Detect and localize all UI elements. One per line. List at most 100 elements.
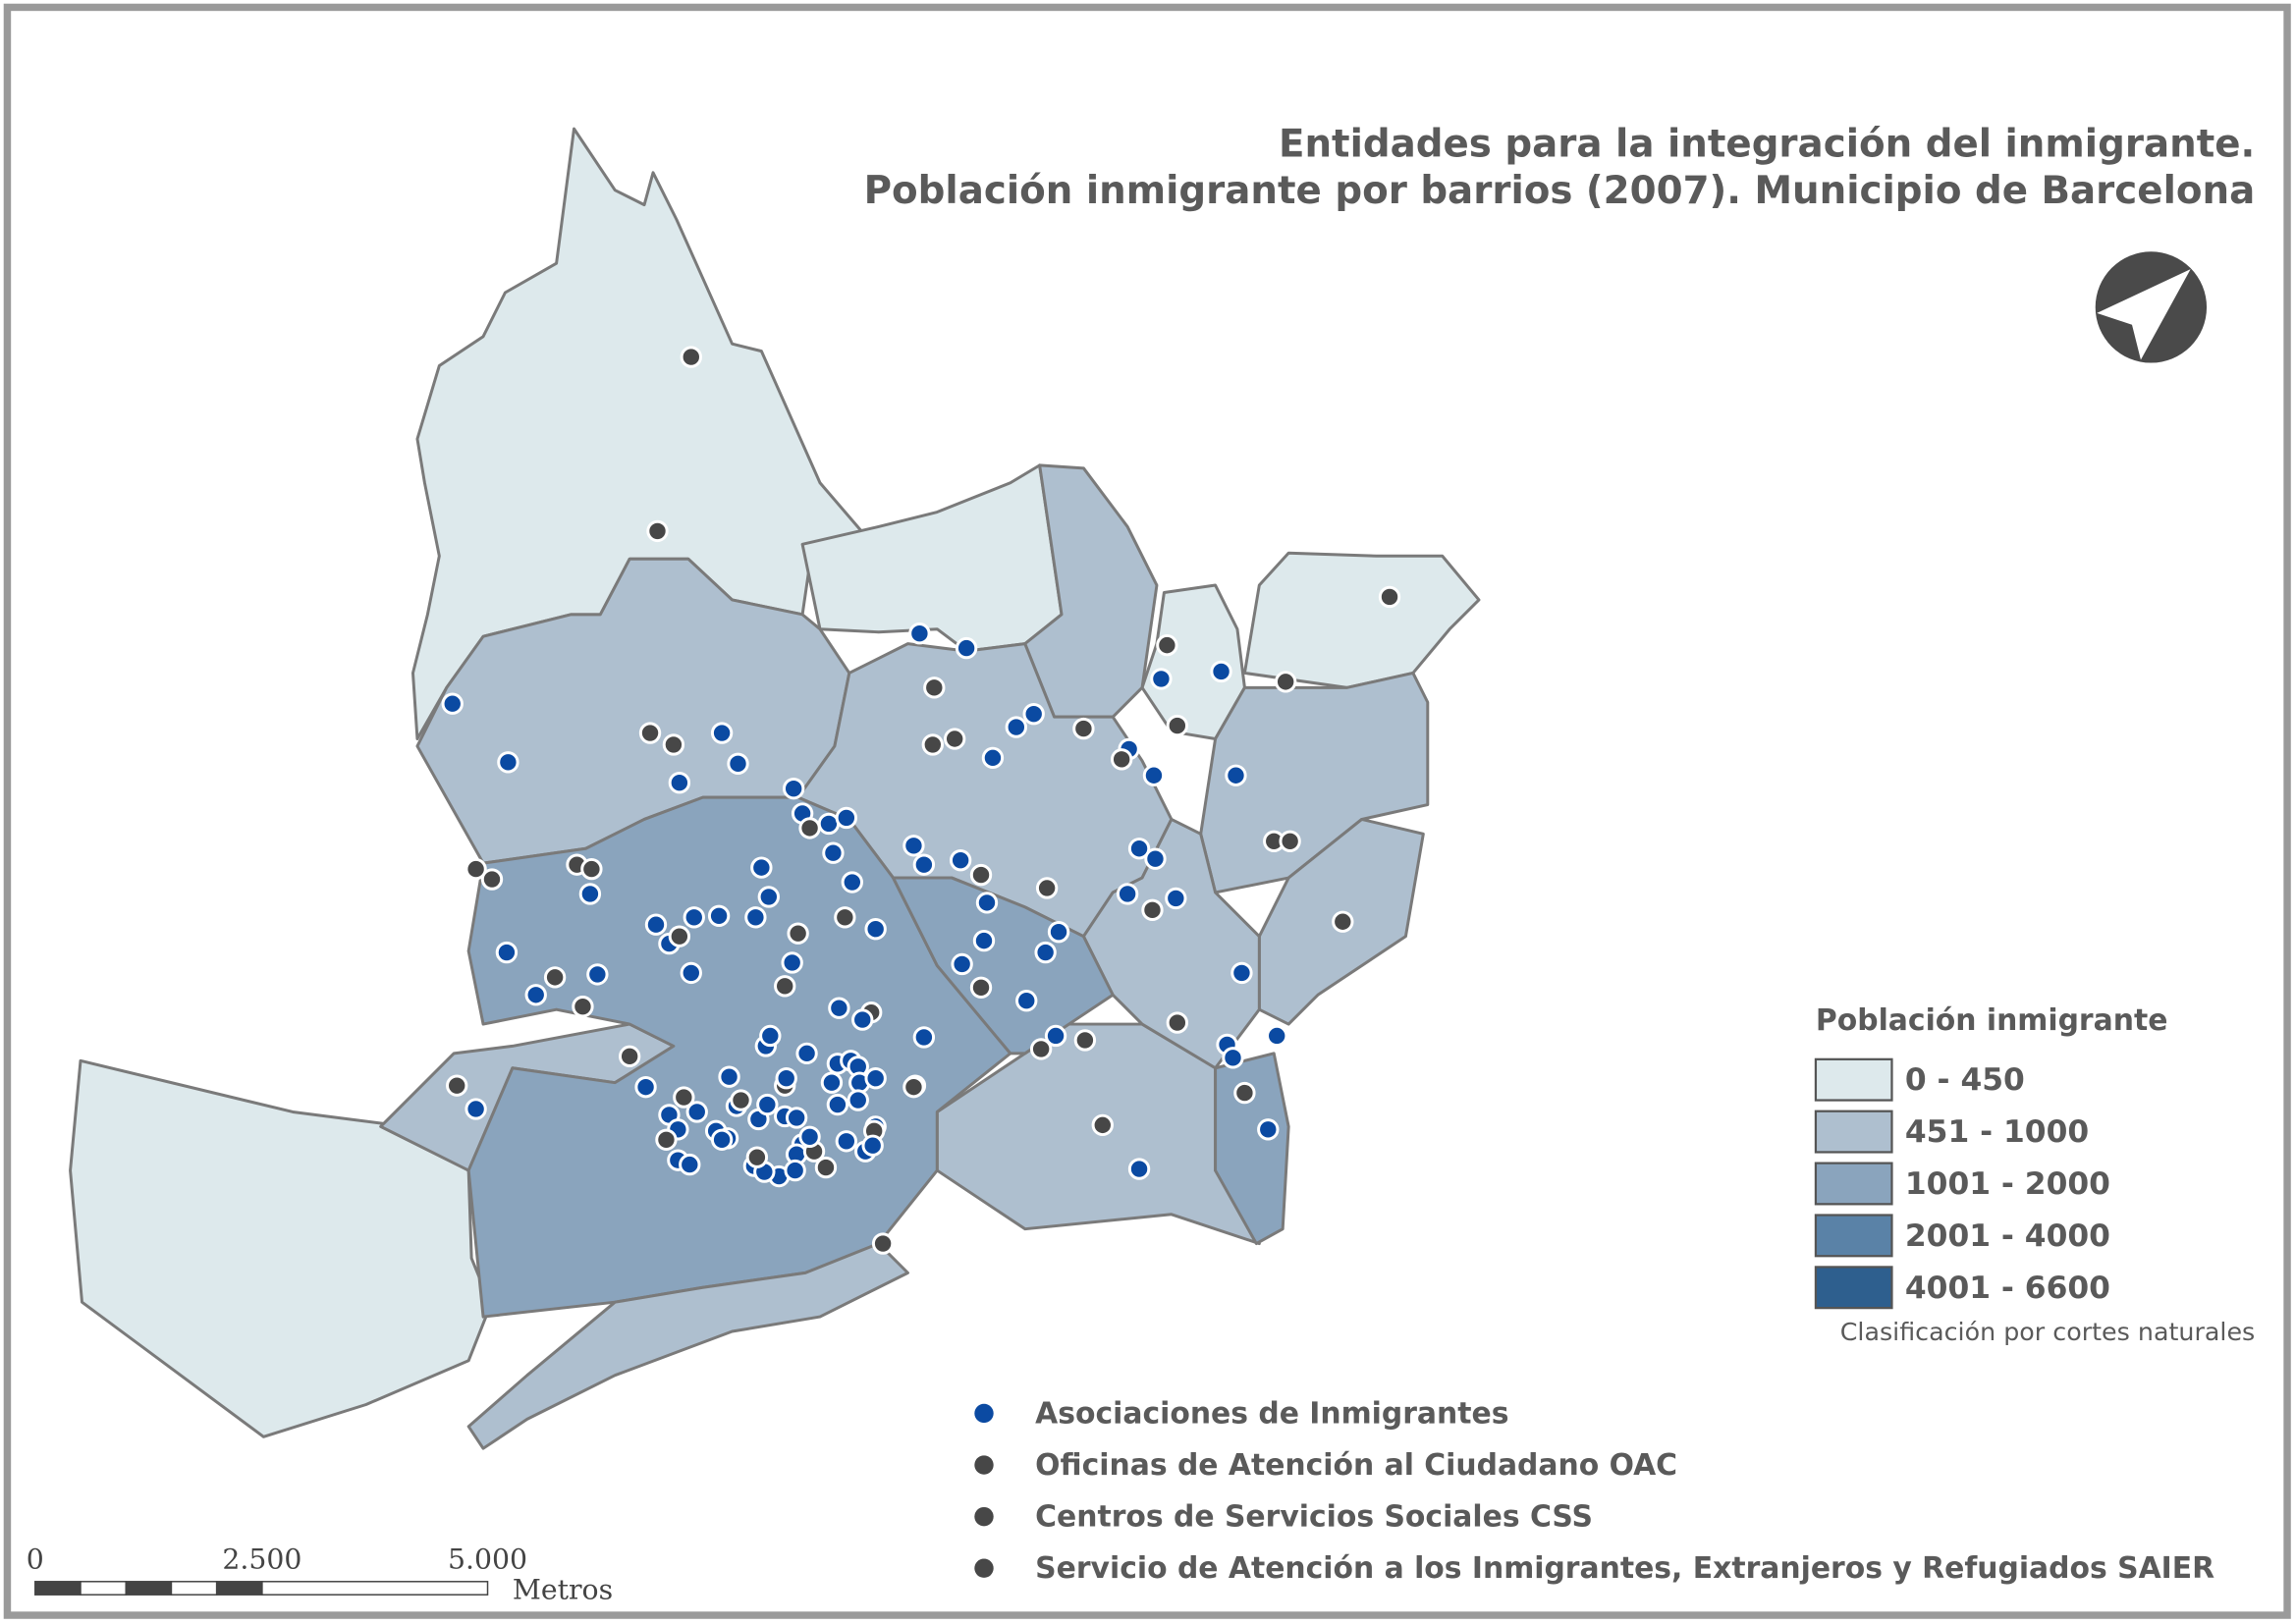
location-dot (949, 848, 972, 872)
location-dot (586, 963, 609, 986)
district (1214, 1052, 1290, 1246)
location-dot (864, 1067, 887, 1090)
location-dot (572, 996, 594, 1018)
point-legend-dot (974, 1506, 994, 1527)
legend-note: Clasificación por cortes naturales (1840, 1317, 2256, 1346)
location-dot (495, 941, 519, 964)
location-dot (718, 1065, 740, 1088)
location-dot (1230, 961, 1253, 985)
location-dot (745, 1146, 769, 1168)
location-dot (814, 1156, 838, 1179)
location-dot (834, 906, 856, 929)
location-dot (871, 1232, 895, 1255)
location-dot (668, 925, 691, 947)
location-dot (580, 857, 603, 881)
location-dot (1029, 1038, 1053, 1060)
scale-label: 5.000 (448, 1543, 527, 1575)
point-legend-label: Servicio de Atención a los Inmigrantes, … (1035, 1551, 2214, 1586)
legend-label: 1001 - 2000 (1905, 1166, 2110, 1202)
location-dot (972, 929, 996, 952)
location-dot (1047, 921, 1070, 944)
legend-swatch (1814, 1057, 1893, 1102)
location-dot (774, 975, 796, 998)
location-dot (638, 722, 662, 744)
location-dot (1274, 671, 1297, 693)
legend-swatch (1814, 1266, 1893, 1310)
location-dot (847, 1089, 869, 1111)
legend-label: 2001 - 4000 (1905, 1218, 2110, 1254)
location-dot (759, 1024, 782, 1048)
location-dot (787, 922, 809, 945)
location-dot (822, 841, 845, 864)
location-dot (820, 1071, 844, 1094)
location-dot (683, 906, 705, 929)
location-dot (1005, 716, 1027, 738)
legend-swatch (1814, 1214, 1893, 1258)
location-dot (465, 1098, 487, 1120)
location-dot (912, 853, 936, 876)
point-legend-label: Asociaciones de Inmigrantes (1035, 1396, 1508, 1431)
location-dot (1225, 764, 1247, 786)
location-dot (923, 677, 946, 699)
location-dot (785, 1107, 808, 1129)
location-dot (1144, 847, 1167, 870)
location-dot (1022, 702, 1045, 726)
location-dot (1279, 830, 1301, 852)
location-dot (943, 728, 966, 750)
location-dot (902, 835, 925, 857)
point-legend-dot (974, 1558, 994, 1578)
north-arrow (2095, 251, 2208, 363)
location-dot (969, 863, 993, 887)
location-dot (981, 746, 1005, 770)
location-dot (655, 1128, 678, 1151)
location-dot (707, 904, 731, 927)
legend-swatch (1814, 1162, 1893, 1206)
legend-label: 451 - 1000 (1905, 1114, 2089, 1150)
location-dot (798, 817, 821, 839)
location-dot (710, 1128, 734, 1151)
point-legend-label: Centros de Servicios Sociales CSS (1035, 1500, 1593, 1535)
location-dot (685, 1101, 708, 1123)
location-dot (543, 966, 567, 989)
district (1081, 817, 1261, 1070)
location-dot (782, 777, 805, 800)
point-legend-label: Oficinas de Atención al Ciudadano OAC (1035, 1448, 1677, 1483)
location-dot (1233, 1081, 1256, 1105)
location-dot (851, 1008, 874, 1031)
location-dot (757, 886, 780, 908)
location-dot (446, 1074, 468, 1097)
location-dot (644, 913, 668, 936)
location-dot (1266, 1024, 1288, 1048)
location-dot (864, 918, 887, 941)
legend: 0 - 450 451 - 1000 1001 - 2000 2001 - 4000 4… (1814, 1057, 2110, 1310)
location-dot (1332, 910, 1354, 933)
location-dot (465, 857, 487, 881)
location-dot (730, 1089, 752, 1111)
location-dot (646, 519, 669, 543)
location-dot (1035, 877, 1059, 899)
location-dot (1150, 668, 1173, 690)
point-layer (441, 346, 1401, 1255)
location-dot (524, 984, 547, 1006)
location-dot (1044, 1024, 1067, 1048)
location-dot (710, 722, 734, 744)
point-legend: Asociaciones de Inmigrantes Oficinas de A… (974, 1396, 2214, 1586)
legend-label: 0 - 450 (1905, 1062, 2025, 1098)
location-dot (480, 868, 504, 891)
location-dot (668, 772, 691, 794)
point-legend-dot (974, 1455, 994, 1475)
district-layer (69, 127, 1481, 1450)
legend-label: 4001 - 6600 (1905, 1271, 2110, 1306)
location-dot (578, 883, 602, 905)
location-dot (673, 1086, 695, 1109)
location-dot (826, 1093, 849, 1116)
location-dot (975, 892, 999, 914)
location-dot (750, 856, 773, 879)
location-dot (634, 1075, 657, 1099)
location-dot (902, 1075, 925, 1099)
location-dot (784, 1159, 806, 1182)
location-dot (835, 1130, 858, 1153)
location-dot (1166, 1011, 1189, 1034)
location-dot (955, 636, 978, 660)
